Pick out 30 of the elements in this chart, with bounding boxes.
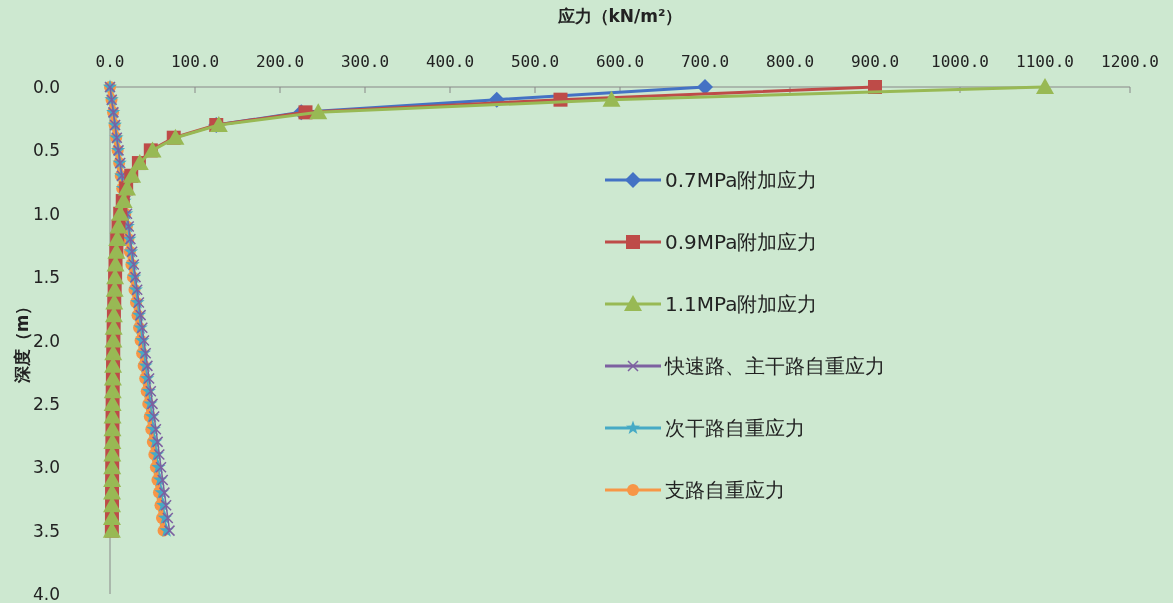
x-tick-label: 600.0 xyxy=(595,52,645,71)
legend-label: 支路自重应力 xyxy=(665,478,785,502)
x-tick-label: 700.0 xyxy=(680,52,730,71)
x-tick-label: 1000.0 xyxy=(931,52,989,71)
x-tick-label: 800.0 xyxy=(765,52,815,71)
x-tick-label: 0.0 xyxy=(95,52,125,71)
x-tick-label: 500.0 xyxy=(510,52,560,71)
y-tick-label: 4.0 xyxy=(32,584,60,603)
y-tick-label: 2.0 xyxy=(32,330,60,351)
x-tick-label: 900.0 xyxy=(850,52,900,71)
y-tick-label: 1.5 xyxy=(32,267,60,288)
legend-label: 快速路、主干路自重应力 xyxy=(664,354,885,378)
y-tick-label: 1.0 xyxy=(32,203,60,224)
legend-label: 0.7MPa附加应力 xyxy=(665,168,818,192)
y-tick-label: 0.5 xyxy=(32,140,60,161)
y-tick-label: 0.0 xyxy=(32,77,60,97)
y-axis-title: 深度（m） xyxy=(12,297,32,385)
x-tick-label: 100.0 xyxy=(170,52,220,71)
x-tick-label: 1100.0 xyxy=(1016,52,1074,71)
legend-label: 次干路自重应力 xyxy=(665,416,805,440)
x-axis-title: 应力（kN/m²） xyxy=(556,6,683,26)
x-tick-label: 400.0 xyxy=(425,52,475,71)
y-tick-label: 3.5 xyxy=(32,520,60,541)
y-tick-label: 3.0 xyxy=(32,457,60,478)
legend-label: 1.1MPa附加应力 xyxy=(665,292,818,316)
x-tick-label: 300.0 xyxy=(340,52,390,71)
legend-label: 0.9MPa附加应力 xyxy=(665,230,818,254)
y-tick-label: 2.5 xyxy=(32,393,60,414)
x-tick-label: 1200.0 xyxy=(1101,52,1159,71)
x-tick-label: 200.0 xyxy=(255,52,305,71)
